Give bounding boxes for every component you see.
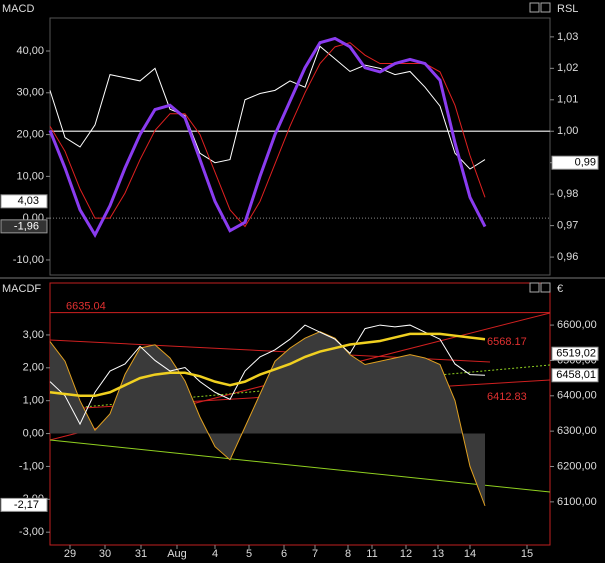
x-tick-label: 12 — [400, 548, 412, 560]
x-tick-label: 7 — [312, 548, 318, 560]
y2-tick-label: 1,00 — [557, 125, 578, 137]
x-tick-label: 15 — [521, 548, 533, 560]
y-tick-label: -1,00 — [19, 460, 44, 472]
x-tick-label: 13 — [432, 548, 444, 560]
y2-tick-label: 6400,00 — [557, 390, 597, 402]
value-flag-label: 6458,01 — [556, 369, 596, 381]
window-button[interactable] — [540, 2, 551, 13]
value-flag-label: -1,96 — [14, 220, 39, 232]
value-flag-label: -2,17 — [14, 499, 39, 511]
y-tick-label: 40,00 — [16, 45, 44, 57]
y2-tick-label: 0,98 — [557, 188, 578, 200]
x-tick-label: 29 — [64, 548, 76, 560]
y2-tick-label: 0,97 — [557, 220, 578, 232]
x-tick-label: 31 — [135, 548, 147, 560]
y2-tick-label: 0,96 — [557, 251, 578, 263]
value-flag-label: 0,99 — [575, 157, 596, 169]
panel-axis-title: € — [557, 283, 563, 295]
y-tick-label: 20,00 — [16, 128, 44, 140]
level-label: 6635.04 — [66, 301, 106, 313]
window-button[interactable] — [529, 282, 540, 293]
y-tick-label: 10,00 — [16, 170, 44, 182]
x-tick-label: 11 — [366, 548, 377, 560]
y2-tick-label: 6100,00 — [557, 496, 597, 508]
y-tick-label: 3,00 — [23, 329, 44, 341]
y-tick-label: -3,00 — [19, 526, 44, 538]
x-tick-label: 6 — [281, 548, 287, 560]
x-tick-label: Aug — [167, 548, 187, 560]
line — [49, 45, 486, 170]
x-tick-label: 4 — [212, 548, 218, 560]
line — [48, 36, 487, 238]
x-tick-label: 14 — [464, 548, 476, 560]
y2-tick-label: 6200,00 — [557, 460, 597, 472]
value-flag — [0, 497, 48, 512]
y-tick-label: 2,00 — [23, 362, 44, 374]
level-label: 6568.17 — [487, 336, 527, 348]
y-tick-label: 30,00 — [16, 87, 44, 99]
window-button[interactable] — [540, 282, 551, 293]
trend-line — [49, 439, 551, 493]
value-flag — [0, 194, 48, 209]
panel-axis-title: RSL — [557, 3, 578, 15]
top-frame — [49, 17, 551, 276]
value-flag — [551, 155, 599, 170]
level-label: 6412.83 — [487, 391, 527, 403]
x-tick-label: 8 — [345, 548, 351, 560]
line — [49, 332, 486, 398]
line — [49, 42, 486, 228]
line — [49, 331, 486, 507]
value-flag — [0, 219, 48, 234]
y2-tick-label: 6600,00 — [557, 319, 597, 331]
line — [49, 324, 486, 426]
panel-title: MACDF — [2, 283, 41, 295]
x-tick-label: 30 — [99, 548, 111, 560]
value-flag — [551, 368, 599, 383]
y2-tick-label: 1,03 — [557, 31, 578, 43]
y-tick-label: 0,00 — [23, 427, 44, 439]
panel-title: MACD — [2, 3, 34, 15]
y-tick-label: -10,00 — [13, 254, 44, 266]
x-tick-label: 5 — [246, 548, 252, 560]
y2-tick-label: 1,02 — [557, 62, 578, 74]
value-flag-label: 6519,02 — [556, 348, 596, 360]
value-flag — [551, 346, 599, 361]
y2-tick-label: 1,01 — [557, 94, 578, 106]
value-flag-label: 4,03 — [18, 195, 39, 207]
y2-tick-label: 6300,00 — [557, 425, 597, 437]
window-button[interactable] — [529, 2, 540, 13]
y-tick-label: 1,00 — [23, 395, 44, 407]
